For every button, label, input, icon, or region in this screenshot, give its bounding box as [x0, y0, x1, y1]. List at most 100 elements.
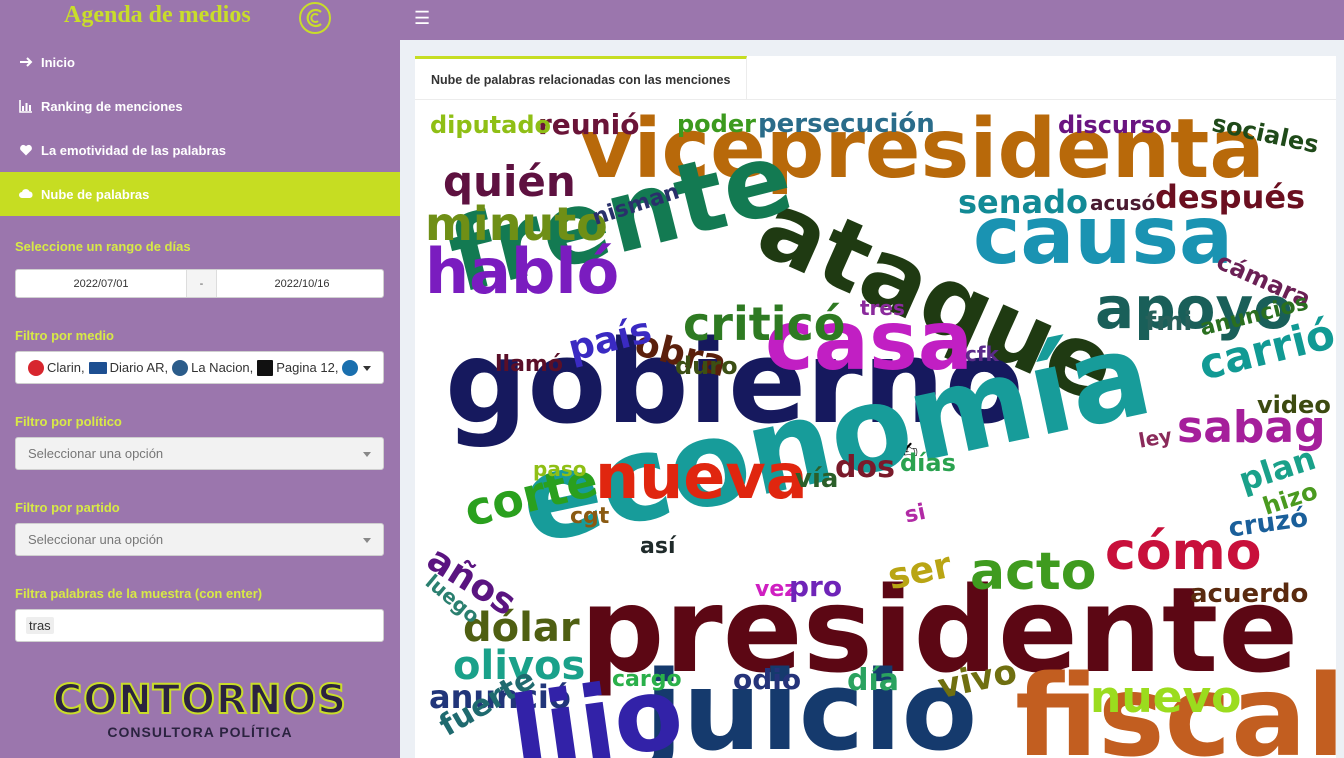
word-nueva: nueva — [595, 440, 808, 513]
chevron-down-icon — [363, 452, 371, 457]
medio-select[interactable]: Clarin, Diario AR, La Nacion, Pagina 12, — [15, 351, 384, 384]
word-pro: pro — [789, 570, 843, 603]
word-vía: vía — [795, 464, 839, 494]
word-gobierno: gobierno — [445, 316, 1024, 450]
word-sabag: sabag — [1177, 402, 1326, 453]
word-persecución: persecución — [758, 109, 935, 139]
medio-chip-diario-ar: Diario AR, — [88, 360, 168, 375]
word-ley: ley — [1136, 423, 1174, 453]
heart-icon — [18, 142, 34, 158]
word-criticó: criticó — [683, 297, 846, 351]
politico-select[interactable]: Seleccionar una opción — [15, 437, 384, 470]
medio-chip-more — [342, 359, 361, 376]
word-senado: senado — [958, 183, 1089, 221]
word-anunció: anunció — [429, 678, 571, 716]
pagina12-logo-icon — [257, 359, 274, 376]
partido-filter-label: Filtro por partido — [15, 500, 120, 515]
sidebar-item-nube[interactable]: Nube de palabras — [0, 172, 400, 216]
word-acusó: acusó — [1090, 191, 1156, 215]
sidebar-nav: Inicio Ranking de menciones La emotivida… — [0, 40, 400, 216]
arrow-right-icon — [18, 54, 34, 70]
word-cargo: cargo — [612, 667, 682, 692]
word-presidente: presidente — [580, 561, 1299, 699]
medio-logo-icon — [342, 359, 359, 376]
date-end-input[interactable]: 2022/10/16 — [274, 277, 330, 290]
sidebar: Agenda de medios Inicio Ranking de menci… — [0, 0, 400, 758]
hamburger-menu-icon[interactable]: ☰ — [414, 8, 431, 28]
sidebar-item-inicio[interactable]: Inicio — [0, 40, 400, 84]
contornos-logo: CONTORNOS CONSULTORA POLÍTICA — [0, 677, 400, 740]
date-start-input[interactable]: 2022/07/01 — [73, 277, 129, 290]
word-juicio: juicio — [645, 647, 978, 758]
word-cfk: cfk — [965, 342, 999, 366]
brand-logo-icon — [299, 2, 331, 34]
la-nacion-logo-icon — [172, 359, 189, 376]
diario-ar-logo-icon — [88, 361, 107, 374]
medio-chip-la-nacion: La Nacion, — [172, 359, 253, 376]
word-dos: dos — [835, 450, 895, 485]
word-dólar: dólar — [463, 605, 580, 651]
palabras-input[interactable]: tras — [15, 609, 384, 642]
word-acuerdo: acuerdo — [1190, 579, 1309, 609]
word-odio: odio — [733, 663, 802, 696]
app-title: Agenda de medios — [64, 2, 251, 28]
word-video: video — [1257, 391, 1331, 419]
word-acto: acto — [970, 542, 1097, 602]
word-casa: casa — [765, 294, 974, 389]
pencil-icon: ✍ — [898, 437, 919, 465]
date-range-input: 2022/07/01 - 2022/10/16 — [15, 269, 384, 298]
word-fmi: fmi — [1145, 307, 1193, 337]
sidebar-item-ranking[interactable]: Ranking de menciones — [0, 84, 400, 128]
main-content: Nube de palabras relacionadas con las me… — [400, 40, 1344, 758]
word-duro: duro — [675, 352, 738, 380]
word-causa: causa — [973, 189, 1233, 282]
contornos-wordmark: CONTORNOS — [52, 677, 348, 723]
brand-header: Agenda de medios — [0, 0, 400, 40]
word-nuevo: nuevo — [1090, 672, 1242, 723]
word-cgt: cgt — [570, 504, 610, 529]
top-navbar: ☰ — [400, 0, 1344, 40]
word-después: después — [1155, 178, 1306, 216]
tab-nube[interactable]: Nube de palabras relacionadas con las me… — [415, 56, 748, 100]
date-separator: - — [186, 270, 217, 297]
word-quién: quién — [443, 157, 576, 206]
word-minuto: minuto — [425, 197, 608, 251]
word-olivos: olivos — [453, 643, 586, 689]
politico-placeholder: Seleccionar una opción — [28, 446, 164, 461]
word-cloud: ✍ vicepresidenta ataque frente causa gobiern… — [415, 101, 1336, 758]
sidebar-item-label: Ranking de menciones — [41, 98, 183, 114]
word-fiscal: fiscal — [1015, 652, 1336, 758]
sidebar-item-label: Nube de palabras — [41, 186, 150, 202]
medio-chip-clarin: Clarin, — [28, 359, 85, 376]
word-días: días — [900, 449, 956, 477]
word-tres: tres — [860, 296, 905, 320]
clarin-logo-icon — [28, 359, 44, 376]
word-llamó: llamó — [495, 352, 563, 377]
word-poder: poder — [677, 110, 756, 138]
word-vez: vez — [755, 577, 798, 602]
sidebar-item-label: La emotividad de las palabras — [41, 142, 226, 158]
word-apoyo: apoyo — [1095, 274, 1294, 342]
word-vicepresidenta: vicepresidenta — [580, 102, 1265, 197]
word-paso: paso — [533, 457, 587, 481]
medio-filter-label: Filtro por medio — [15, 328, 114, 343]
contornos-tagline: CONSULTORA POLÍTICA — [107, 724, 293, 740]
palabras-filter-label: Filtra palabras de la muestra (con enter… — [15, 586, 263, 601]
politico-filter-label: Filtro por político — [15, 414, 122, 429]
palabra-tag[interactable]: tras — [26, 617, 54, 634]
word-si: si — [902, 499, 928, 529]
partido-select[interactable]: Seleccionar una opción — [15, 523, 384, 556]
sidebar-item-label: Inicio — [41, 54, 75, 70]
date-range-label: Seleccione un rango de días — [15, 239, 191, 254]
word-discurso: discurso — [1058, 111, 1172, 139]
word-habló: habló — [425, 235, 620, 308]
word-día: día — [847, 663, 900, 698]
partido-placeholder: Seleccionar una opción — [28, 532, 164, 547]
word-cómo: cómo — [1105, 522, 1262, 582]
bar-chart-icon — [18, 98, 34, 114]
word-lijo: lijo — [503, 653, 690, 758]
sidebar-item-emotividad[interactable]: La emotividad de las palabras — [0, 128, 400, 172]
word-diputado: diputado — [430, 111, 552, 139]
chevron-down-icon — [363, 538, 371, 543]
cloud-icon — [18, 186, 34, 202]
